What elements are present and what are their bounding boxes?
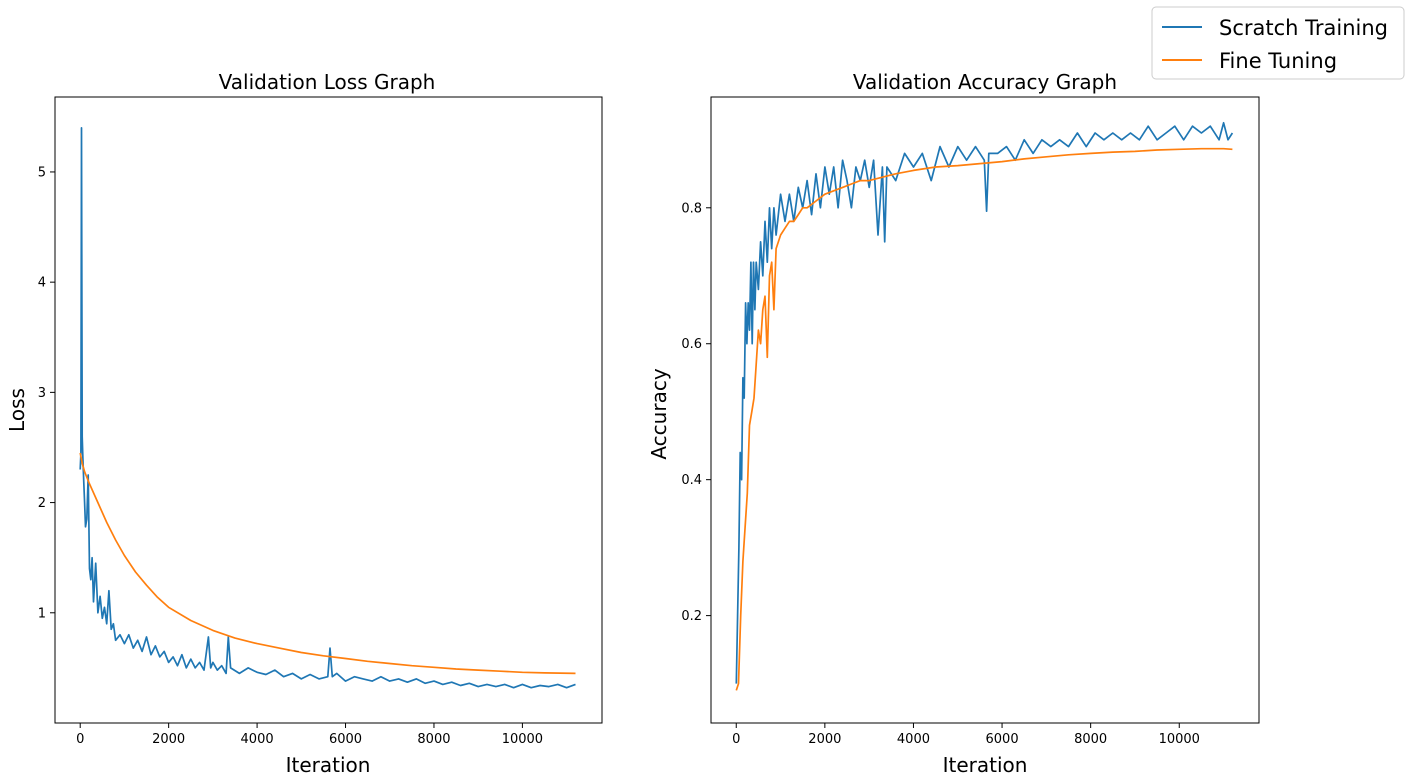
loss-chart-xlabel: Iteration xyxy=(286,753,371,777)
accuracy-chart: Validation Accuracy Graph 0 2000 4000 6000 8… xyxy=(647,70,1260,777)
accuracy-chart-xtick-label: 6000 xyxy=(986,732,1019,747)
loss-chart-frame xyxy=(54,96,603,724)
loss-chart-xtick-label: 2000 xyxy=(152,732,185,747)
accuracy-chart-xtick-label: 0 xyxy=(732,732,740,747)
accuracy-chart-series-scratch-training xyxy=(735,121,1234,684)
legend-label-fine-tuning: Fine Tuning xyxy=(1219,49,1337,73)
accuracy-chart-series-fine-tuning xyxy=(735,147,1233,691)
loss-chart-xtick-label: 6000 xyxy=(329,732,362,747)
accuracy-chart-title: Validation Accuracy Graph xyxy=(853,70,1117,94)
accuracy-chart-ytick-label: 0.2 xyxy=(681,609,702,624)
loss-chart-xtick-label: 0 xyxy=(76,732,84,747)
accuracy-chart-ylabel: Accuracy xyxy=(647,368,671,459)
loss-chart-ytick-label: 4 xyxy=(38,276,46,291)
loss-chart-series-fine-tuning xyxy=(79,452,576,675)
loss-chart-xtick-label: 4000 xyxy=(241,732,274,747)
loss-chart-ytick-label: 5 xyxy=(38,165,46,180)
legend: Scratch Training Fine Tuning xyxy=(1151,6,1405,80)
loss-chart: Validation Loss Graph 0 2000 4000 6000 8000 1… xyxy=(5,70,603,777)
legend-box xyxy=(1151,6,1405,80)
legend-label-scratch-training: Scratch Training xyxy=(1219,16,1388,40)
accuracy-chart-ytick-label: 0.4 xyxy=(681,473,702,488)
loss-chart-ytick-label: 1 xyxy=(38,606,46,621)
accuracy-chart-frame xyxy=(710,96,1260,724)
loss-chart-ytick-label: 2 xyxy=(38,496,46,511)
loss-chart-xtick-label: 10000 xyxy=(502,732,543,747)
accuracy-chart-xlabel: Iteration xyxy=(943,753,1028,777)
accuracy-chart-xtick-label: 10000 xyxy=(1159,732,1200,747)
loss-chart-xtick-label: 8000 xyxy=(417,732,450,747)
loss-chart-ylabel: Loss xyxy=(5,388,29,432)
loss-chart-series-scratch-training xyxy=(79,127,576,689)
accuracy-chart-xtick-label: 2000 xyxy=(808,732,841,747)
loss-chart-ytick-label: 3 xyxy=(38,386,46,401)
accuracy-chart-ytick-label: 0.6 xyxy=(681,337,702,352)
loss-chart-title: Validation Loss Graph xyxy=(219,70,436,94)
accuracy-chart-xtick-label: 4000 xyxy=(897,732,930,747)
accuracy-chart-xtick-label: 8000 xyxy=(1074,732,1107,747)
accuracy-chart-ytick-label: 0.8 xyxy=(681,201,702,216)
